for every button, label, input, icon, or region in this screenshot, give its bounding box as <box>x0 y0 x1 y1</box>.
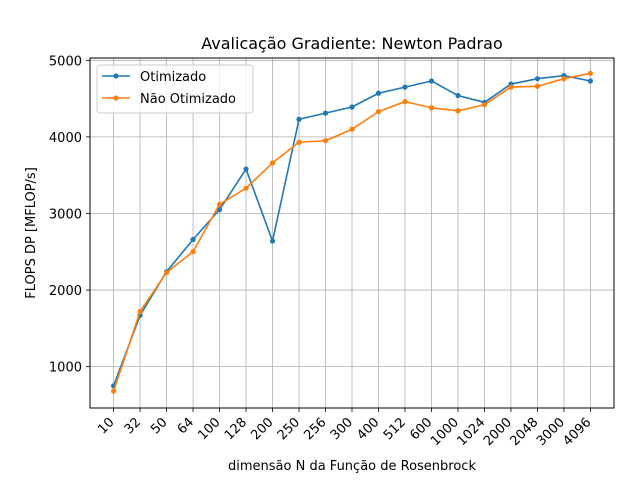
data-point <box>322 110 329 116</box>
data-point <box>534 83 541 89</box>
data-point <box>243 166 249 172</box>
legend-label: Otimizado <box>140 70 206 85</box>
x-axis-label: dimensão N da Função de Rosenbrock <box>228 459 476 474</box>
data-point <box>455 108 461 114</box>
data-point <box>296 116 302 122</box>
data-point <box>190 249 196 255</box>
data-point <box>375 109 382 115</box>
data-point <box>269 160 276 166</box>
legend-marker <box>113 73 119 79</box>
y-axis: 1000 2000 3000 4000 5000 <box>49 54 90 376</box>
data-point <box>402 84 408 90</box>
data-point <box>587 70 594 76</box>
y-axis-label: FLOPS DP [MFLOP/s] <box>24 167 39 299</box>
data-point <box>322 138 329 144</box>
data-point <box>428 78 435 84</box>
series-group <box>110 73 594 389</box>
y-tick-label: 3000 <box>49 207 82 222</box>
data-point <box>587 78 594 84</box>
data-point <box>402 99 408 105</box>
data-point <box>216 201 223 207</box>
data-point <box>375 90 382 96</box>
data-point <box>561 76 567 82</box>
legend-box <box>96 64 254 114</box>
data-point <box>534 76 541 82</box>
series-layer <box>110 70 594 394</box>
legend: Otimizado Não Otimizado <box>96 64 254 114</box>
legend-label: Não Otimizado <box>140 92 236 107</box>
y-tick-label: 5000 <box>49 54 82 69</box>
data-point <box>508 84 514 90</box>
data-point <box>269 238 276 244</box>
data-point <box>163 269 170 276</box>
data-point <box>190 236 196 243</box>
data-point <box>428 105 435 111</box>
data-point <box>216 207 223 213</box>
y-tick-label: 2000 <box>49 284 82 299</box>
data-point <box>110 388 117 394</box>
data-point <box>243 185 249 191</box>
legend-marker <box>113 95 119 101</box>
series-group <box>110 70 594 394</box>
grid-layer <box>90 58 614 408</box>
data-point <box>349 104 355 110</box>
data-point <box>455 92 461 99</box>
data-point <box>349 126 355 132</box>
data-point <box>137 308 143 315</box>
chart-title: Avalicação Gradiente: Newton Padrao <box>201 34 502 53</box>
y-tick-label: 1000 <box>49 361 82 376</box>
data-point <box>481 102 488 108</box>
data-point <box>296 139 302 145</box>
y-tick-label: 4000 <box>49 131 82 146</box>
